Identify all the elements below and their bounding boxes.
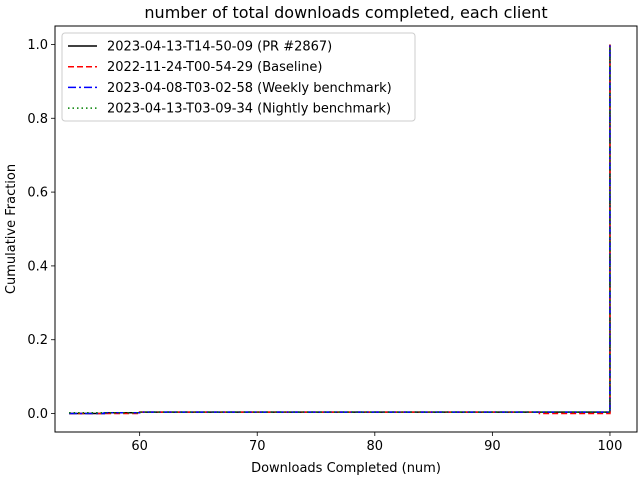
y-tick-label: 0.0 <box>27 407 48 422</box>
y-tick-label: 0.8 <box>27 112 48 127</box>
x-axis: 60 70 80 90 100 <box>131 432 622 454</box>
plot-frame <box>54 25 638 433</box>
x-tick-label: 90 <box>484 439 501 454</box>
legend: 2023-04-13-T14-50-09 (PR #2867) 2022-11-2… <box>61 32 416 122</box>
y-tick-label: 0.2 <box>27 333 48 348</box>
series-line-3 <box>69 44 611 415</box>
legend-label-2: 2022-11-24-T00-54-29 (Baseline) <box>107 60 322 75</box>
y-tick-label: 0.4 <box>27 259 48 274</box>
legend-label-3: 2023-04-08-T03-02-58 (Weekly benchmark) <box>107 81 392 96</box>
legend-box <box>61 32 416 122</box>
legend-label-4: 2023-04-13-T03-09-34 (Nightly benchmark) <box>107 102 391 117</box>
legend-items: 2023-04-13-T14-50-09 (PR #2867) 2022-11-2… <box>68 40 392 117</box>
chart-title: number of total downloads completed, eac… <box>144 3 547 22</box>
y-tick-label: 0.6 <box>27 186 48 201</box>
y-tick-label: 1.0 <box>27 38 48 53</box>
x-tick-label: 60 <box>131 439 148 454</box>
y-axis: 0.0 0.2 0.4 0.6 0.8 1.0 <box>27 38 55 422</box>
x-tick-label: 100 <box>598 439 623 454</box>
y-axis-label: Cumulative Fraction <box>4 164 19 294</box>
series-layer <box>69 44 611 415</box>
x-axis-label: Downloads Completed (num) <box>251 461 441 476</box>
legend-label-1: 2023-04-13-T14-50-09 (PR #2867) <box>107 40 332 55</box>
x-tick-label: 80 <box>367 439 384 454</box>
x-tick-label: 70 <box>249 439 266 454</box>
